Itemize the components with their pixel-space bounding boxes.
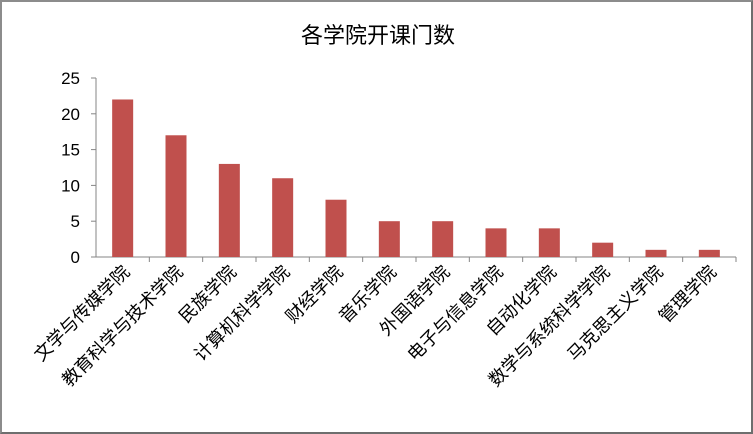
bar bbox=[378, 221, 400, 257]
x-axis-labels: 文学与传媒学院教育科学与技术学院民族学院计算机科学学院财经学院音乐学院外国语学院… bbox=[30, 262, 721, 391]
bar bbox=[645, 249, 667, 257]
y-tick-label: 0 bbox=[71, 248, 80, 267]
bar bbox=[432, 221, 454, 257]
bars bbox=[112, 99, 737, 262]
x-tick-label: 文学与传媒学院 bbox=[30, 262, 134, 366]
bar bbox=[165, 135, 187, 257]
y-tick-label: 25 bbox=[61, 69, 80, 88]
y-tick-label: 20 bbox=[61, 105, 80, 124]
bar bbox=[538, 228, 560, 257]
bar bbox=[112, 99, 134, 257]
x-tick-label: 管理学院 bbox=[655, 262, 721, 328]
y-axis-ticks: 0 5 10 15 20 25 bbox=[61, 69, 96, 267]
y-tick-label: 5 bbox=[71, 212, 80, 231]
y-tick-label: 10 bbox=[61, 176, 80, 195]
bar bbox=[325, 199, 347, 257]
bar bbox=[272, 178, 294, 257]
y-tick-label: 15 bbox=[61, 141, 80, 160]
x-tick-label: 马克思主义学院 bbox=[564, 262, 668, 366]
x-tick-label: 计算机科学学院 bbox=[190, 262, 294, 366]
bar bbox=[592, 242, 614, 257]
bar bbox=[698, 249, 720, 257]
bar bbox=[485, 228, 507, 257]
chart-title: 各学院开课门数 bbox=[301, 24, 455, 49]
x-tick-label: 电子与信息学院 bbox=[404, 262, 508, 366]
bar bbox=[218, 163, 240, 257]
x-tick-label: 财经学院 bbox=[282, 262, 348, 328]
